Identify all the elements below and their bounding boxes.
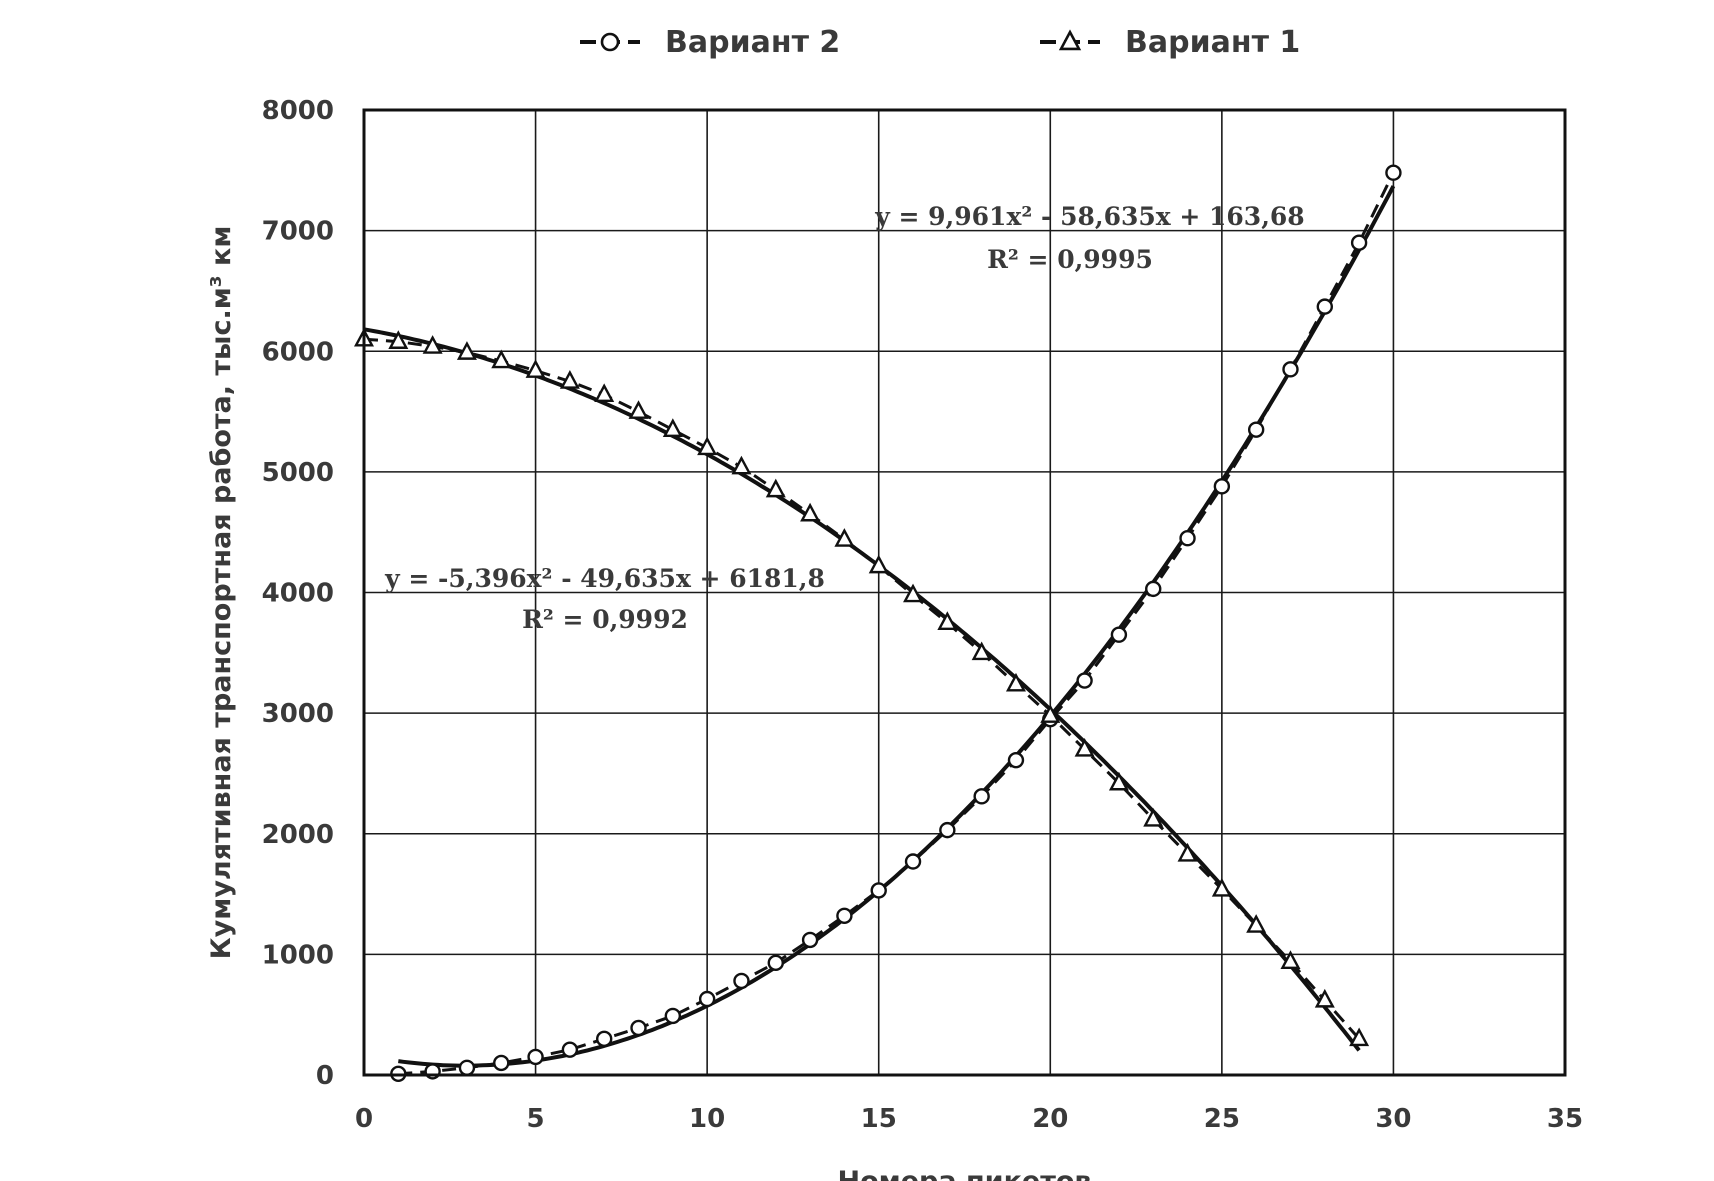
data-point (630, 1019, 647, 1037)
data-point (1350, 234, 1368, 251)
data-point (1007, 751, 1025, 769)
data-point (1143, 807, 1164, 827)
data-point (1074, 737, 1095, 757)
y-tick-label: 8000 (262, 96, 334, 126)
x-tick-label: 5 (527, 1104, 545, 1134)
trendline-equation-variant-2: y = 9,961x² - 58,635x + 163,68 R² = 0,99… (874, 202, 1304, 274)
data-point (422, 335, 443, 354)
data-point (868, 554, 889, 574)
data-point (800, 502, 821, 522)
x-tick-label: 25 (1204, 1104, 1240, 1134)
data-point (1246, 914, 1267, 933)
data-point (458, 1059, 476, 1076)
legend: Вариант 2 Вариант 1 (580, 25, 1300, 60)
equation-text: y = 9,961x² - 58,635x + 163,68 (874, 202, 1304, 231)
legend-circle-marker-icon (600, 32, 620, 52)
data-point (937, 611, 958, 631)
y-tick-label: 2000 (262, 820, 334, 850)
data-point (628, 400, 649, 419)
data-point (765, 478, 786, 498)
data-point (525, 359, 546, 378)
x-tick-label: 30 (1375, 1104, 1411, 1134)
data-point (903, 583, 924, 603)
data-point (388, 330, 409, 349)
data-point (491, 349, 512, 369)
data-point (456, 341, 477, 360)
legend-item-variant-1: Вариант 1 (1040, 25, 1300, 60)
r-squared-text: R² = 0,9992 (522, 605, 688, 634)
legend-label-variant-2: Вариант 2 (665, 25, 840, 60)
data-point (662, 418, 683, 438)
trendline-equation-variant-1: y = -5,396x² - 49,635x + 6181,8 R² = 0,9… (384, 564, 825, 634)
data-point (973, 788, 990, 805)
data-point (1040, 704, 1061, 723)
y-tick-label: 1000 (262, 940, 334, 970)
equation-text: y = -5,396x² - 49,635x + 6181,8 (384, 564, 825, 593)
data-point (664, 1007, 682, 1025)
data-point (1247, 421, 1265, 438)
y-axis-title: Кумулятивная транспортная работа, тыс.м³… (206, 226, 237, 960)
data-point (801, 931, 819, 949)
y-tick-label: 7000 (262, 217, 334, 247)
trendline (398, 185, 1396, 1068)
data-point (836, 907, 853, 924)
data-point (1179, 530, 1196, 547)
data-point (939, 821, 956, 839)
data-point (1280, 950, 1301, 969)
data-point (559, 370, 580, 389)
x-tick-label: 35 (1547, 1104, 1583, 1134)
data-point (596, 1030, 613, 1048)
data-point (493, 1054, 510, 1072)
y-tick-label: 6000 (262, 337, 334, 367)
data-point (1385, 164, 1402, 181)
legend-label-variant-1: Вариант 1 (1125, 25, 1300, 60)
x-tick-label: 0 (355, 1104, 373, 1134)
y-tick-label: 4000 (262, 579, 334, 609)
x-tick-label: 15 (861, 1104, 897, 1134)
trendline (363, 327, 1361, 1052)
plot-frame (362, 108, 1567, 1077)
data-point (971, 641, 992, 661)
data-point (1110, 626, 1128, 643)
x-tick-label: 20 (1032, 1104, 1068, 1134)
series-line (363, 337, 1361, 1040)
legend-item-variant-2: Вариант 2 (580, 25, 840, 60)
data-point (1282, 361, 1299, 378)
data-point (1213, 478, 1231, 495)
data-point (731, 455, 752, 475)
data-point (904, 853, 922, 870)
data-point (870, 882, 887, 899)
legend-triangle-marker-icon (1058, 29, 1082, 51)
data-point (1349, 1027, 1370, 1047)
data-point (561, 1041, 579, 1058)
data-point (1211, 877, 1232, 897)
data-point (1316, 298, 1334, 315)
y-tick-label: 5000 (262, 458, 334, 488)
x-tick-label: 10 (689, 1104, 725, 1134)
r-squared-text: R² = 0,9995 (987, 245, 1153, 274)
y-tick-label: 3000 (262, 699, 334, 729)
data-point (733, 972, 750, 990)
tick-labels: 0 5 10 15 20 25 30 35 0 1000 2000 3000 4000 5000 6000 7… (262, 96, 1583, 1134)
x-axis-title: Номера пикетов (838, 1166, 1092, 1181)
data-point (1108, 771, 1129, 791)
data-point (1005, 672, 1026, 692)
data-point (834, 528, 855, 547)
y-tick-label: 0 (316, 1061, 334, 1091)
data-point (767, 954, 784, 972)
data-point (1177, 842, 1198, 862)
data-point (1314, 988, 1335, 1008)
data-point (698, 990, 716, 1008)
data-point (1076, 672, 1093, 689)
data-point (1145, 580, 1162, 598)
data-point (527, 1048, 544, 1066)
data-point (594, 383, 615, 403)
data-point (697, 436, 718, 456)
series-layer (353, 164, 1402, 1082)
